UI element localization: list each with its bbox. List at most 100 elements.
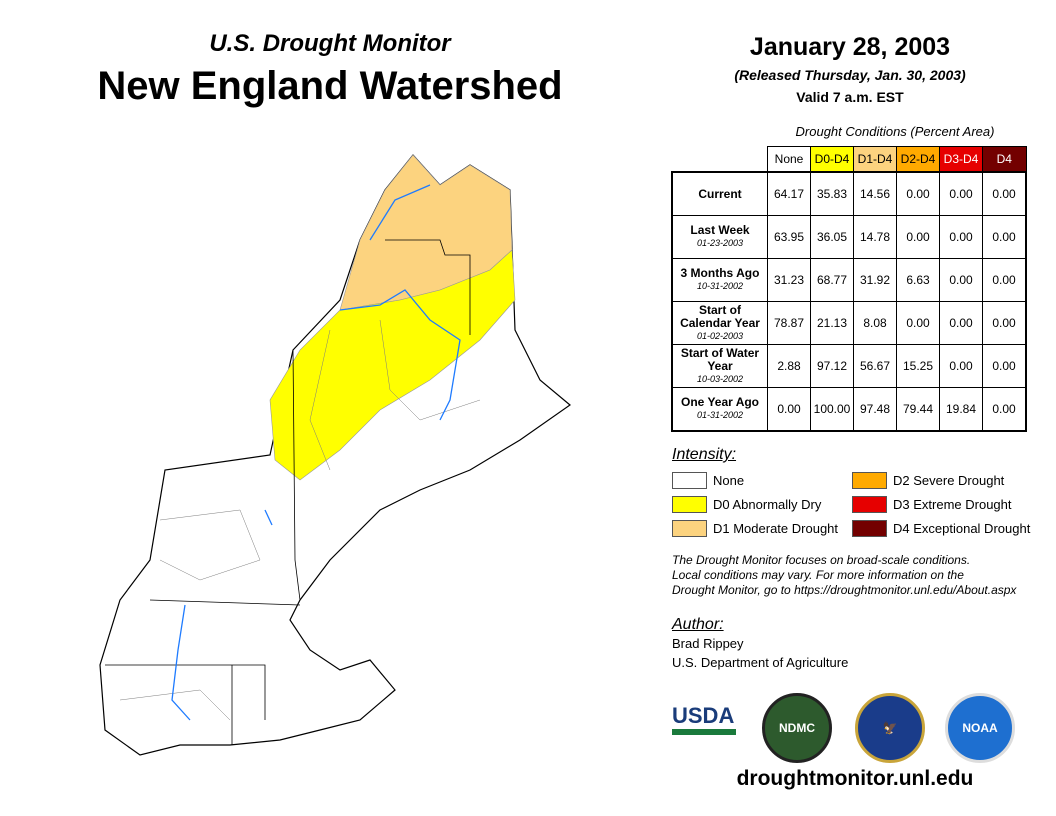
table-cell: 0.00 <box>767 387 811 432</box>
row-label: Last Week 01-23-2003 <box>671 215 768 259</box>
table-cell: 0.00 <box>982 344 1027 388</box>
table-cell: 31.92 <box>853 258 897 302</box>
map-subtitle: U.S. Drought Monitor <box>209 30 451 57</box>
table-cell: 0.00 <box>939 171 983 216</box>
table-cell: 36.05 <box>810 215 854 259</box>
row-date: 10-31-2002 <box>696 281 744 291</box>
map-title: New England Watershed <box>97 64 563 108</box>
note-line: The Drought Monitor focuses on broad-sca… <box>672 553 971 567</box>
legend-label: D0 Abnormally Dry <box>713 496 822 512</box>
legend-item: D0 Abnormally Dry <box>672 492 852 516</box>
row-label: One Year Ago 01-31-2002 <box>671 387 768 432</box>
table-cell: 100.00 <box>810 387 854 432</box>
table-cell: 15.25 <box>896 344 940 388</box>
drought-conditions-table: None D0-D4 D1-D4 D2-D4 D3-D4 D4 Current 64.17 3… <box>671 146 1027 432</box>
rivers <box>171 184 461 721</box>
legend-swatch <box>672 519 707 537</box>
legend: Intensity: None D0 Abnormally Dry D1 Moder… <box>672 446 1052 540</box>
row-date: 01-23-2003 <box>696 238 744 248</box>
table-cell: 63.95 <box>767 215 811 259</box>
legend-label: D2 Severe Drought <box>893 472 1005 488</box>
column-header: D3-D4 <box>939 146 983 173</box>
table-cell: 8.08 <box>853 301 897 345</box>
doc-logo: 🦅 <box>855 693 925 763</box>
legend-item: None <box>672 468 852 492</box>
legend-item: D3 Extreme Drought <box>852 492 1052 516</box>
row-label-text: Last Week <box>690 223 750 237</box>
legend-label: D3 Extreme Drought <box>893 496 1012 512</box>
note-line: Drought Monitor, go to https://droughtmo… <box>672 583 1017 597</box>
legend-title: Intensity: <box>672 446 737 463</box>
county-borders <box>119 319 481 721</box>
author-title: Author: <box>672 616 724 633</box>
table-cell: 0.00 <box>939 301 983 345</box>
website-url[interactable]: droughtmonitor.unl.edu <box>736 767 974 790</box>
table-row: Start of Water Year 10-03-2002 2.88 97.12 56… <box>671 344 1027 388</box>
table-cell: 0.00 <box>939 258 983 302</box>
column-header: None <box>767 146 811 173</box>
table-cell: 0.00 <box>982 387 1027 432</box>
table-cell: 6.63 <box>896 258 940 302</box>
column-header: D1-D4 <box>853 146 897 173</box>
table-cell: 14.56 <box>853 171 897 216</box>
row-date: 01-31-2002 <box>696 410 744 420</box>
table-cell: 2.88 <box>767 344 811 388</box>
legend-label: None <box>713 472 745 488</box>
author-section: Author: Brad Rippey U.S. Department of A… <box>672 615 848 672</box>
table-cell: 97.48 <box>853 387 897 432</box>
column-header: D2-D4 <box>896 146 940 173</box>
legend-swatch <box>852 471 887 489</box>
table-row: One Year Ago 01-31-2002 0.00 100.00 97.48 79.… <box>671 387 1027 432</box>
row-label-text: 3 Months Ago <box>680 266 760 280</box>
legend-item: D2 Severe Drought <box>852 468 1052 492</box>
table-cell: 0.00 <box>982 215 1027 259</box>
table-cell: 78.87 <box>767 301 811 345</box>
row-label-text: Start of Calendar Year <box>680 302 760 330</box>
author-name: Brad Rippey <box>672 636 744 651</box>
legend-item: D4 Exceptional Drought <box>852 516 1052 540</box>
table-cell: 0.00 <box>896 301 940 345</box>
column-header: D4 <box>982 146 1027 173</box>
table-cell: 64.17 <box>767 171 811 216</box>
author-org: U.S. Department of Agriculture <box>672 655 849 670</box>
table-caption: Drought Conditions (Percent Area) <box>795 124 995 139</box>
table-cell: 31.23 <box>767 258 811 302</box>
row-label-text: One Year Ago <box>680 395 760 409</box>
table-cell: 35.83 <box>810 171 854 216</box>
table-cell: 68.77 <box>810 258 854 302</box>
table-cell: 0.00 <box>939 344 983 388</box>
usda-logo: USDA <box>672 703 736 735</box>
noaa-logo: NOAA <box>945 693 1015 763</box>
legend-swatch <box>852 495 887 513</box>
table-cell: 19.84 <box>939 387 983 432</box>
row-label: Start of Water Year 10-03-2002 <box>671 344 768 388</box>
valid-time: Valid 7 a.m. EST <box>796 89 904 105</box>
legend-swatch <box>672 495 707 513</box>
table-cell: 0.00 <box>982 171 1027 216</box>
legend-swatch <box>852 519 887 537</box>
row-label: 3 Months Ago 10-31-2002 <box>671 258 768 302</box>
note-line: Local conditions may vary. For more info… <box>672 568 964 582</box>
drought-map <box>99 154 571 756</box>
table-row: Last Week 01-23-2003 63.95 36.05 14.78 0.00 0.… <box>671 215 1027 259</box>
legend-label: D1 Moderate Drought <box>713 520 839 536</box>
table-cell: 0.00 <box>896 215 940 259</box>
table-cell: 56.67 <box>853 344 897 388</box>
row-label: Start of Calendar Year 01-02-2003 <box>671 301 768 345</box>
disclaimer-note: The Drought Monitor focuses on broad-sca… <box>672 553 1052 598</box>
legend-item: D1 Moderate Drought <box>672 516 852 540</box>
table-cell: 0.00 <box>939 215 983 259</box>
row-label: Current <box>671 171 768 216</box>
state-borders <box>105 239 471 745</box>
column-header: D0-D4 <box>810 146 854 173</box>
map-date: January 28, 2003 <box>749 33 951 61</box>
row-date: 01-02-2003 <box>696 330 744 341</box>
d0-abnormally-dry-area <box>269 249 516 481</box>
row-label-text: Current <box>698 186 742 201</box>
table-cell: 0.00 <box>982 258 1027 302</box>
table-row: 3 Months Ago 10-31-2002 31.23 68.77 31.92 6.6… <box>671 258 1027 302</box>
table-row: Start of Calendar Year 01-02-2003 78.87 21.… <box>671 301 1027 345</box>
row-label-text: Start of Water Year <box>680 345 760 373</box>
table-row: Current 64.17 35.83 14.56 0.00 0.00 0.00 <box>671 171 1027 216</box>
release-date: (Released Thursday, Jan. 30, 2003) <box>734 67 966 83</box>
